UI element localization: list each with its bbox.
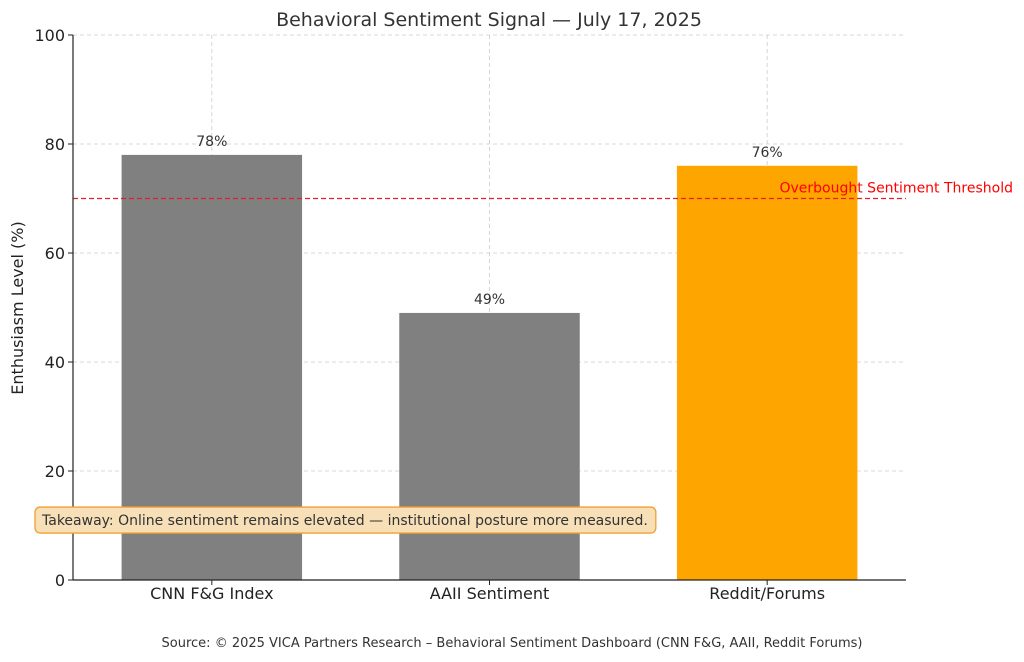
threshold: Overbought Sentiment Threshold [73, 181, 1013, 200]
bar-value-label: 76% [752, 145, 783, 161]
y-tick-label: 80 [45, 135, 65, 154]
y-tick-label: 20 [45, 462, 65, 481]
bar [676, 165, 858, 581]
bar-value-label: 78% [196, 134, 227, 150]
y-axis-label: Enthusiasm Level (%) [8, 221, 27, 394]
bar-value-label: 49% [474, 292, 505, 308]
y-tick-label: 40 [45, 353, 65, 372]
chart-title: Behavioral Sentiment Signal — July 17, 2… [276, 9, 702, 31]
y-tick-label: 100 [34, 26, 65, 45]
axes: 0 20 40 60 80 100 CNN F&G Index AAII Sentiment R… [34, 26, 906, 603]
y-tick-label: 60 [45, 244, 65, 263]
annotation-text: Takeaway: Online sentiment remains eleva… [41, 513, 648, 529]
annotation-box [34, 506, 657, 534]
bar [399, 312, 580, 580]
threshold-label: Overbought Sentiment Threshold [779, 181, 1013, 197]
bar-chart: Behavioral Sentiment Signal — July 17, 2… [8, 9, 1013, 603]
source-caption: Source: © 2025 VICA Partners Research – … [161, 636, 863, 651]
y-tick-label: 0 [55, 571, 65, 590]
annotation: Takeaway: Online sentiment remains eleva… [34, 506, 657, 534]
x-tick-label: AAII Sentiment [430, 584, 550, 603]
x-tick-label: Reddit/Forums [709, 584, 825, 603]
x-tick-label: CNN F&G Index [150, 584, 273, 603]
